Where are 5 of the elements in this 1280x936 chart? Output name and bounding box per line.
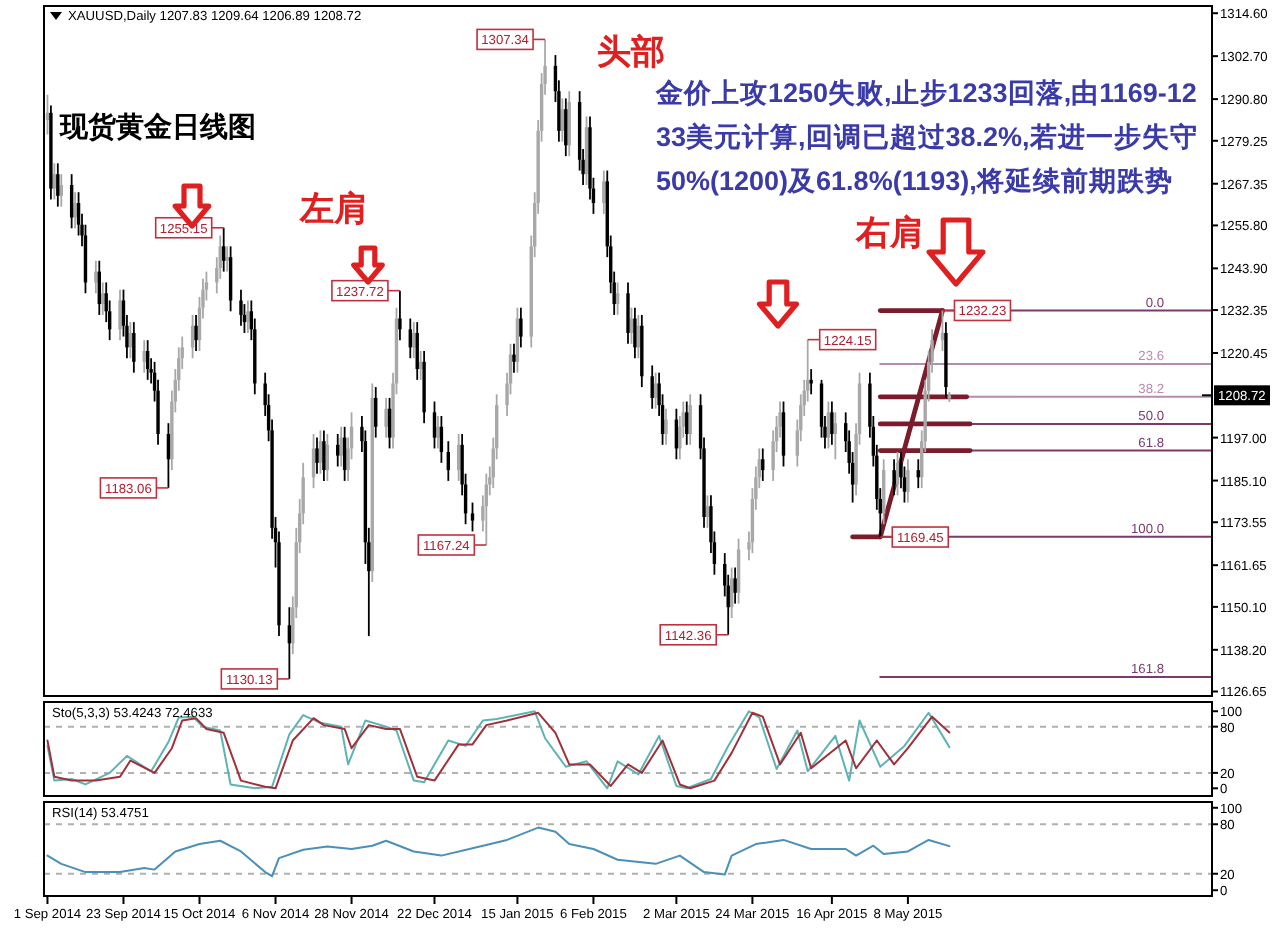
annotation: 左肩	[298, 190, 368, 228]
annotation: 头部	[597, 33, 666, 72]
annotation: 右肩	[854, 214, 924, 252]
annotation: 金价上攻1250失败,止步1233回落,由1169-1233美元计算,回调已超过38.2%,若进一步失守50%(1200)及61.8%(1193),将延续前期跌势	[656, 76, 1200, 200]
text: 现货黄金日线图	[58, 110, 256, 142]
